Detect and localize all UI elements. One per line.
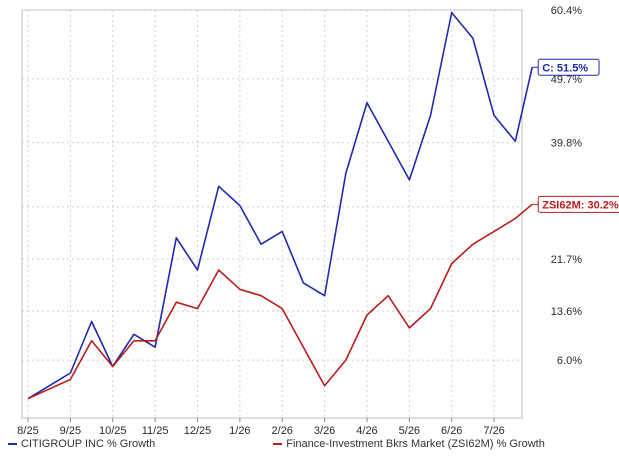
x-tick-label: 1/26 <box>229 425 250 437</box>
y-tick-label: 21.7% <box>551 254 582 266</box>
end-label-zsi62m: ZSI62M: 30.2% <box>542 199 619 211</box>
y-tick-label: 60.4% <box>551 5 582 17</box>
legend: CITIGROUP INC % Growth Finance-Investmen… <box>8 438 619 450</box>
y-tick-label: 6.0% <box>557 355 582 367</box>
series-line-citigroup <box>27 11 533 400</box>
end-label-citigroup: C: 51.5% <box>542 62 588 74</box>
legend-label-citigroup: CITIGROUP INC % Growth <box>21 438 156 450</box>
legend-swatch-zsi62m <box>273 443 283 445</box>
x-tick-label: 2/26 <box>272 425 293 437</box>
legend-item-citigroup: CITIGROUP INC % Growth <box>8 438 155 450</box>
legend-item-zsi62m: Finance-Investment Bkrs Market (ZSI62M) … <box>273 438 545 450</box>
x-tick-label: 12/25 <box>184 425 212 437</box>
x-tick-label: 9/25 <box>60 425 81 437</box>
x-tick-label: 4/26 <box>356 425 377 437</box>
legend-swatch-citigroup <box>8 443 17 445</box>
legend-label-zsi62m: Finance-Investment Bkrs Market (ZSI62M) … <box>286 438 545 450</box>
x-tick-label: 3/26 <box>314 425 335 437</box>
x-axis-ticks: 8/25 9/25 10/25 11/25 12/25 1/26 2/26 3/26 4/26 5… <box>17 418 505 437</box>
x-tick-label: 10/25 <box>99 425 127 437</box>
grid <box>21 9 523 419</box>
y-tick-label: 13.6% <box>551 306 582 318</box>
x-tick-label: 8/25 <box>17 425 38 437</box>
x-tick-label: 5/26 <box>399 425 420 437</box>
series-lines <box>27 11 533 400</box>
end-label-box-zsi62m <box>537 195 619 213</box>
plot-frame <box>21 9 523 419</box>
series-line-zsi62m <box>27 203 533 400</box>
y-tick-label: 39.8% <box>551 138 582 150</box>
x-tick-label: 11/25 <box>142 425 169 437</box>
y-tick-label: 49.7% <box>551 74 582 86</box>
end-label-box-citigroup <box>537 58 600 76</box>
end-labels: C: 51.5% ZSI62M: 30.2% <box>532 58 619 213</box>
y-axis-ticks: 6.0%13.6%21.7%29.8%39.8%49.7%60.4% <box>551 5 582 367</box>
x-tick-label: 6/26 <box>441 425 462 437</box>
x-tick-label: 7/26 <box>483 425 504 437</box>
